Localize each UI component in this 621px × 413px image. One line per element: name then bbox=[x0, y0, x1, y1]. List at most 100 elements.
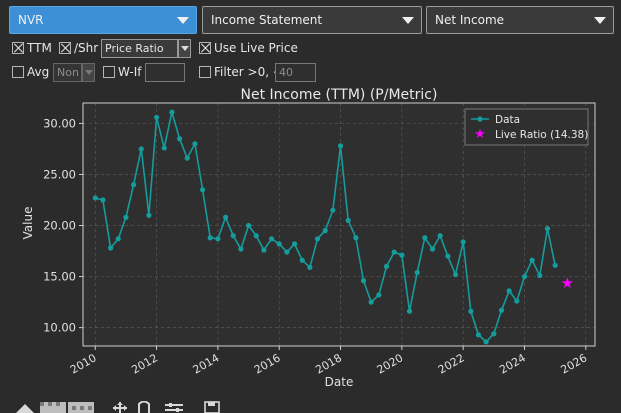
data-point bbox=[529, 257, 535, 263]
filter-input[interactable]: 40 bbox=[275, 63, 316, 82]
data-point bbox=[353, 235, 359, 241]
data-point bbox=[445, 253, 451, 259]
series-layer: ★ bbox=[92, 109, 574, 345]
data-point bbox=[291, 241, 298, 247]
x-tick-label: 2026 bbox=[559, 351, 590, 376]
legend-data-label: Data bbox=[495, 114, 520, 126]
data-point bbox=[468, 308, 474, 314]
data-point bbox=[299, 257, 305, 263]
x-tick-label: 2016 bbox=[252, 351, 283, 376]
legend-live-label: Live Ratio (14.38) bbox=[495, 129, 588, 141]
y-axis-label: Value bbox=[21, 207, 35, 240]
x-tick-label: 2022 bbox=[436, 351, 467, 376]
data-point bbox=[146, 212, 152, 218]
data-point bbox=[238, 246, 244, 252]
data-point bbox=[368, 299, 374, 305]
data-point bbox=[199, 187, 206, 193]
filter-label: Filter >0, < bbox=[214, 65, 283, 79]
star-icon: ★ bbox=[474, 127, 486, 142]
data-point bbox=[192, 141, 198, 147]
data-point bbox=[345, 217, 351, 224]
statement-value: Income Statement bbox=[211, 13, 323, 27]
data-point bbox=[100, 197, 106, 203]
ttm-label: TTM bbox=[27, 41, 52, 55]
plot-toolbar bbox=[14, 398, 234, 413]
data-point bbox=[414, 269, 420, 276]
x-axis-label: Date bbox=[325, 375, 354, 389]
data-point bbox=[437, 233, 443, 239]
data-point bbox=[245, 222, 252, 229]
data-point bbox=[452, 271, 459, 278]
avg-label: Avg bbox=[27, 65, 50, 79]
data-point bbox=[399, 252, 405, 258]
home-icon[interactable] bbox=[14, 401, 36, 413]
data-point bbox=[184, 155, 190, 161]
chart-title: Net Income (TTM) (P/Metric) bbox=[241, 87, 438, 103]
data-point bbox=[276, 241, 282, 247]
whatif-label: W-If bbox=[118, 65, 142, 79]
chevron-down-icon bbox=[177, 17, 189, 24]
whatif-input[interactable] bbox=[145, 63, 185, 82]
x-tick-label: 2010 bbox=[68, 351, 99, 376]
data-point bbox=[330, 207, 336, 213]
y-tick-label: 10.00 bbox=[43, 321, 76, 335]
filter-checkbox[interactable] bbox=[199, 66, 211, 78]
data-point bbox=[115, 236, 121, 242]
configure-icon[interactable] bbox=[164, 401, 184, 413]
x-tick-label: 2020 bbox=[375, 351, 406, 376]
avg-checkbox[interactable] bbox=[12, 66, 24, 78]
back-icon[interactable] bbox=[40, 401, 66, 413]
ticker-value: NVR bbox=[18, 13, 44, 27]
chevron-down-icon bbox=[594, 17, 606, 24]
data-point bbox=[307, 264, 313, 270]
y-tick-label: 20.00 bbox=[43, 219, 76, 233]
zoom-icon[interactable] bbox=[136, 401, 152, 413]
plot-frame bbox=[82, 102, 596, 347]
data-point bbox=[552, 262, 558, 268]
legend-data-marker bbox=[477, 116, 483, 122]
data-point bbox=[383, 263, 390, 269]
per-share-checkbox[interactable] bbox=[59, 42, 71, 54]
whatif-checkbox[interactable] bbox=[103, 66, 115, 78]
pan-icon[interactable] bbox=[110, 401, 130, 413]
data-point bbox=[406, 308, 413, 314]
ratio-mode-chevron-icon[interactable] bbox=[178, 39, 191, 58]
data-point bbox=[460, 239, 466, 245]
legend: Data ★ Live Ratio (14.38) bbox=[464, 108, 589, 146]
data-point bbox=[544, 225, 551, 232]
data-point bbox=[215, 236, 221, 242]
data-point bbox=[537, 272, 543, 279]
data-point bbox=[261, 247, 267, 253]
forward-icon[interactable] bbox=[68, 401, 94, 413]
save-icon[interactable] bbox=[204, 401, 220, 413]
data-point bbox=[475, 332, 482, 338]
data-point bbox=[123, 214, 129, 220]
data-point bbox=[107, 245, 114, 251]
statement-dropdown[interactable]: Income Statement bbox=[202, 6, 422, 34]
data-point bbox=[391, 249, 397, 255]
data-point bbox=[491, 331, 497, 337]
y-axis: 10.00 15.00 20.00 25.00 30.00 bbox=[43, 116, 83, 335]
data-point bbox=[253, 233, 259, 239]
x-axis: 2010 2012 2014 2016 2018 2020 2022 2024 2026 bbox=[68, 346, 589, 377]
data-point bbox=[322, 228, 328, 234]
data-point bbox=[169, 109, 175, 115]
legend-box bbox=[464, 108, 589, 146]
y-tick-label: 15.00 bbox=[43, 270, 76, 284]
x-tick-label: 2012 bbox=[129, 351, 160, 376]
avg-chevron-icon[interactable] bbox=[82, 63, 95, 82]
ttm-checkbox[interactable] bbox=[12, 42, 24, 54]
data-point bbox=[360, 278, 367, 284]
live-price-label: Use Live Price bbox=[214, 41, 298, 55]
per-share-label: /Shr bbox=[74, 41, 99, 55]
avg-select[interactable]: Non bbox=[53, 63, 82, 82]
data-point bbox=[521, 273, 528, 280]
metric-dropdown[interactable]: Net Income bbox=[426, 6, 614, 34]
data-point bbox=[506, 288, 512, 294]
x-tick-label: 2018 bbox=[313, 351, 344, 376]
data-point bbox=[176, 136, 183, 142]
live-price-checkbox[interactable] bbox=[199, 42, 211, 54]
data-point bbox=[138, 146, 144, 152]
ratio-mode-select[interactable]: Price Ratio bbox=[101, 39, 178, 58]
ticker-dropdown[interactable]: NVR bbox=[9, 6, 197, 34]
